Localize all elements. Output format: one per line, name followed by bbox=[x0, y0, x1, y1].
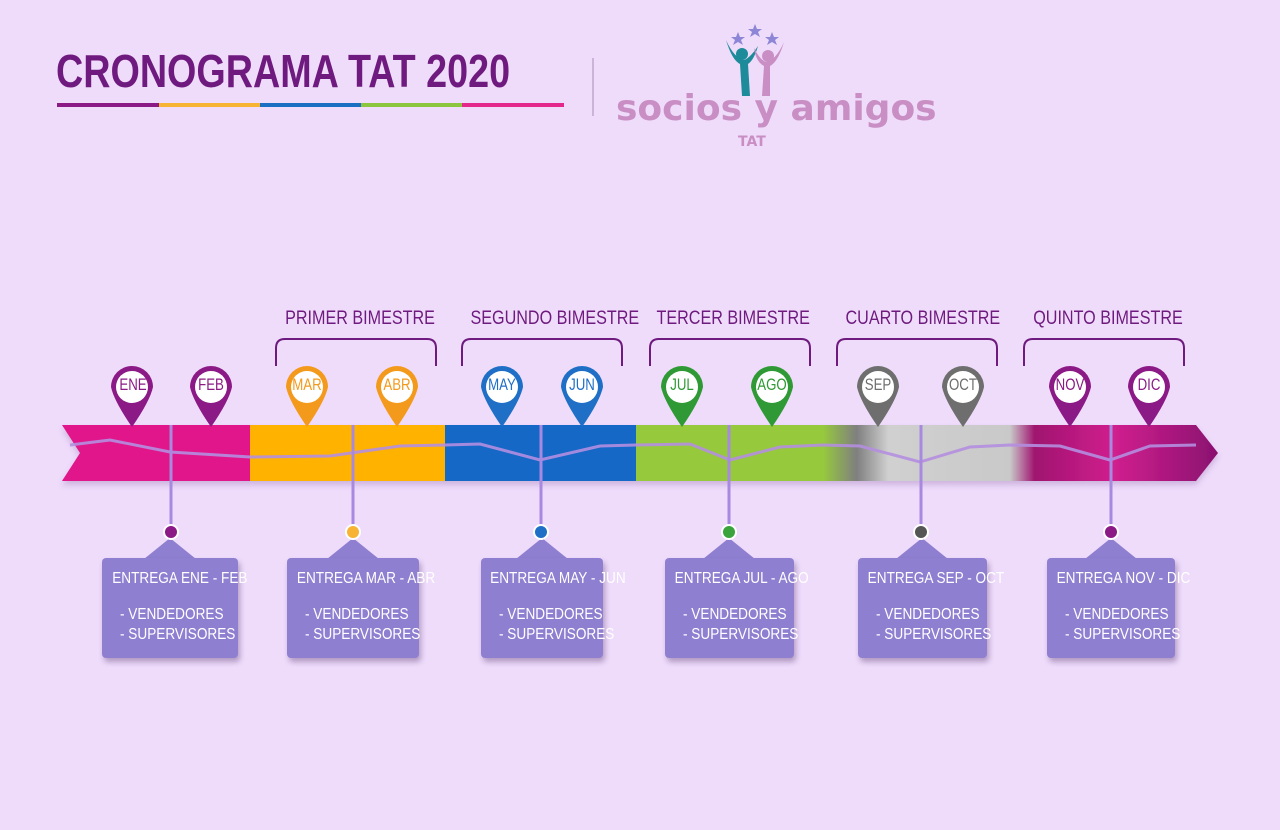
month-label-ago: AGO bbox=[757, 375, 787, 394]
month-label-abr: ABR bbox=[383, 375, 411, 394]
month-pin-feb bbox=[190, 366, 232, 427]
band-segment-1 bbox=[62, 425, 250, 481]
month-pin-may bbox=[481, 366, 523, 427]
month-label-mar: MAR bbox=[292, 375, 322, 394]
delivery-card-item: - VENDEDORES bbox=[120, 606, 224, 623]
card-notch bbox=[516, 538, 568, 559]
delivery-card-item: - VENDEDORES bbox=[305, 606, 409, 623]
delivery-card-jul-ago: ENTREGA JUL - AGO - VENDEDORES - SUPERVI… bbox=[665, 558, 809, 658]
bimestre-braces bbox=[275, 338, 1185, 366]
bimestre-label-3: TERCER BIMESTRE bbox=[656, 308, 810, 329]
bimestre-label-5: QUINTO BIMESTRE bbox=[1033, 308, 1183, 329]
brace-4 bbox=[836, 338, 998, 366]
month-pin-abr bbox=[376, 366, 418, 427]
month-pin-mar bbox=[286, 366, 328, 427]
brace-1 bbox=[275, 338, 437, 366]
people-celebrating-with-stars-icon bbox=[726, 24, 784, 96]
month-label-jul: JUL bbox=[670, 375, 694, 394]
band-wave-line bbox=[69, 438, 1197, 464]
brace-2 bbox=[461, 338, 623, 366]
month-pin-ago bbox=[751, 366, 793, 427]
delivery-card-item: - VENDEDORES bbox=[683, 606, 787, 623]
logo-subtitle: TAT bbox=[738, 134, 766, 150]
card-notch bbox=[327, 538, 379, 559]
month-label-dic: DIC bbox=[1137, 375, 1161, 394]
bimestre-label-1: PRIMER BIMESTRE bbox=[285, 308, 435, 329]
timeline-band bbox=[62, 425, 1218, 481]
delivery-card-title: ENTREGA JUL - AGO bbox=[674, 570, 809, 587]
delivery-card-item: - VENDEDORES bbox=[1065, 606, 1169, 623]
month-label-jun: JUN bbox=[569, 375, 595, 394]
month-pin-dic bbox=[1128, 366, 1170, 427]
month-label-sep: SEP bbox=[864, 375, 892, 394]
connector-dot bbox=[915, 526, 927, 538]
brace-3 bbox=[649, 338, 811, 366]
month-pin-jun bbox=[561, 366, 603, 427]
month-pin-jul bbox=[661, 366, 703, 427]
connector-dot bbox=[1105, 526, 1117, 538]
month-label-nov: NOV bbox=[1055, 375, 1085, 394]
title-underline-3 bbox=[260, 103, 361, 107]
bimestre-label-4: CUARTO BIMESTRE bbox=[845, 308, 1001, 329]
brace-5 bbox=[1023, 338, 1185, 366]
month-label-may: MAY bbox=[488, 375, 516, 394]
delivery-card-item: - VENDEDORES bbox=[499, 606, 603, 623]
connector-dot bbox=[165, 526, 177, 538]
page-title: CRONOGRAMA TAT 2020 bbox=[56, 45, 511, 97]
delivery-card-may-jun: ENTREGA MAY - JUN - VENDEDORES - SUPERVI… bbox=[481, 558, 626, 658]
logo-wordmark: socios y amigos bbox=[616, 88, 937, 129]
delivery-card-title: ENTREGA ENE - FEB bbox=[112, 570, 248, 587]
month-label-ene: ENE bbox=[119, 375, 147, 394]
delivery-card-ene-feb: ENTREGA ENE - FEB - VENDEDORES - SUPERVI… bbox=[102, 558, 248, 658]
delivery-card-item: - VENDEDORES bbox=[876, 606, 980, 623]
delivery-card-item: - SUPERVISORES bbox=[305, 626, 421, 643]
card-notch bbox=[1085, 538, 1137, 559]
bimestre-label-2: SEGUNDO BIMESTRE bbox=[470, 308, 640, 329]
month-pin-nov bbox=[1049, 366, 1091, 427]
title-underline-4 bbox=[361, 103, 462, 107]
delivery-card-title: ENTREGA SEP - OCT bbox=[867, 570, 1005, 587]
delivery-card-item: - SUPERVISORES bbox=[683, 626, 799, 643]
month-pin-oct bbox=[942, 366, 984, 427]
title-underline-1 bbox=[57, 103, 159, 107]
delivery-card-sep-oct: ENTREGA SEP - OCT - VENDEDORES - SUPERVI… bbox=[858, 558, 1005, 658]
delivery-card-title: ENTREGA MAY - JUN bbox=[490, 570, 626, 587]
header-divider bbox=[592, 58, 594, 116]
delivery-card-item: - SUPERVISORES bbox=[876, 626, 992, 643]
connector-dot bbox=[347, 526, 359, 538]
delivery-card-mar-abr: ENTREGA MAR - ABR - VENDEDORES - SUPERVI… bbox=[287, 558, 436, 658]
connector-dot bbox=[723, 526, 735, 538]
connector-dot bbox=[535, 526, 547, 538]
delivery-card-nov-dic: ENTREGA NOV - DIC - VENDEDORES - SUPERVI… bbox=[1047, 558, 1191, 658]
month-label-feb: FEB bbox=[198, 375, 224, 394]
delivery-card-item: - SUPERVISORES bbox=[1065, 626, 1181, 643]
delivery-card-item: - SUPERVISORES bbox=[120, 626, 236, 643]
title-underline-2 bbox=[159, 103, 260, 107]
card-notch bbox=[703, 538, 755, 559]
month-pin-ene bbox=[111, 366, 153, 427]
card-notch bbox=[144, 538, 196, 559]
delivery-card-title: ENTREGA NOV - DIC bbox=[1056, 570, 1191, 587]
delivery-card-item: - SUPERVISORES bbox=[499, 626, 615, 643]
month-label-oct: OCT bbox=[948, 375, 977, 394]
band-segment-5 bbox=[823, 425, 1010, 481]
month-pin-sep bbox=[857, 366, 899, 427]
title-underline-5 bbox=[462, 103, 564, 107]
band-segment-6 bbox=[1010, 425, 1218, 481]
card-notch bbox=[896, 538, 948, 559]
delivery-card-title: ENTREGA MAR - ABR bbox=[296, 570, 436, 587]
